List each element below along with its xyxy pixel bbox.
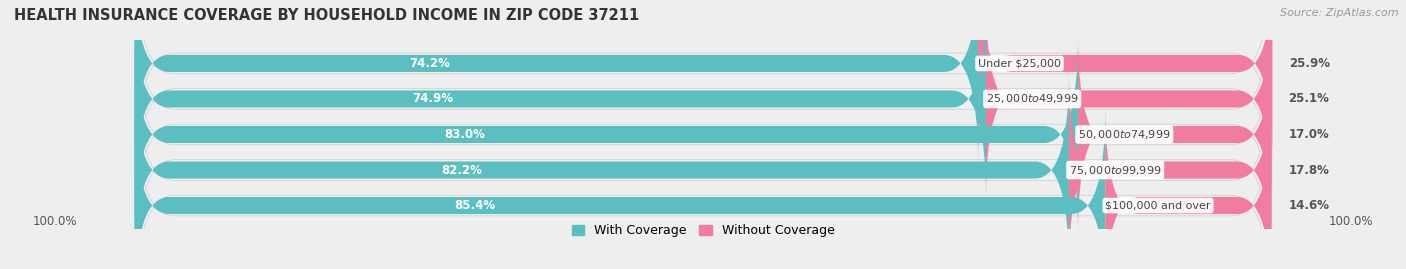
Text: Under $25,000: Under $25,000 [979, 58, 1062, 68]
Text: $75,000 to $99,999: $75,000 to $99,999 [1069, 164, 1161, 176]
Text: 82.2%: 82.2% [441, 164, 482, 176]
Text: 25.1%: 25.1% [1288, 93, 1329, 105]
FancyBboxPatch shape [135, 108, 1105, 269]
Text: 83.0%: 83.0% [444, 128, 485, 141]
Text: 100.0%: 100.0% [32, 215, 77, 228]
Text: Source: ZipAtlas.com: Source: ZipAtlas.com [1281, 8, 1399, 18]
Text: $100,000 and over: $100,000 and over [1105, 201, 1211, 211]
FancyBboxPatch shape [979, 0, 1272, 161]
FancyBboxPatch shape [135, 0, 1271, 213]
FancyBboxPatch shape [135, 36, 1078, 233]
Text: 14.6%: 14.6% [1288, 199, 1329, 212]
Text: 74.2%: 74.2% [409, 57, 450, 70]
FancyBboxPatch shape [135, 0, 1271, 178]
FancyBboxPatch shape [135, 1, 986, 197]
Text: 17.8%: 17.8% [1288, 164, 1329, 176]
FancyBboxPatch shape [986, 1, 1271, 197]
Legend: With Coverage, Without Coverage: With Coverage, Without Coverage [572, 224, 834, 238]
Text: 100.0%: 100.0% [1329, 215, 1374, 228]
Text: 25.9%: 25.9% [1289, 57, 1330, 70]
Text: 85.4%: 85.4% [454, 199, 495, 212]
Text: 17.0%: 17.0% [1288, 128, 1329, 141]
FancyBboxPatch shape [135, 20, 1271, 249]
Text: HEALTH INSURANCE COVERAGE BY HOUSEHOLD INCOME IN ZIP CODE 37211: HEALTH INSURANCE COVERAGE BY HOUSEHOLD I… [14, 8, 640, 23]
FancyBboxPatch shape [135, 0, 979, 161]
FancyBboxPatch shape [135, 72, 1069, 268]
FancyBboxPatch shape [135, 91, 1271, 269]
FancyBboxPatch shape [1069, 72, 1271, 268]
FancyBboxPatch shape [1078, 36, 1271, 233]
Text: 74.9%: 74.9% [412, 93, 453, 105]
FancyBboxPatch shape [135, 56, 1271, 269]
Text: $25,000 to $49,999: $25,000 to $49,999 [986, 93, 1078, 105]
FancyBboxPatch shape [1105, 108, 1271, 269]
Text: $50,000 to $74,999: $50,000 to $74,999 [1078, 128, 1171, 141]
